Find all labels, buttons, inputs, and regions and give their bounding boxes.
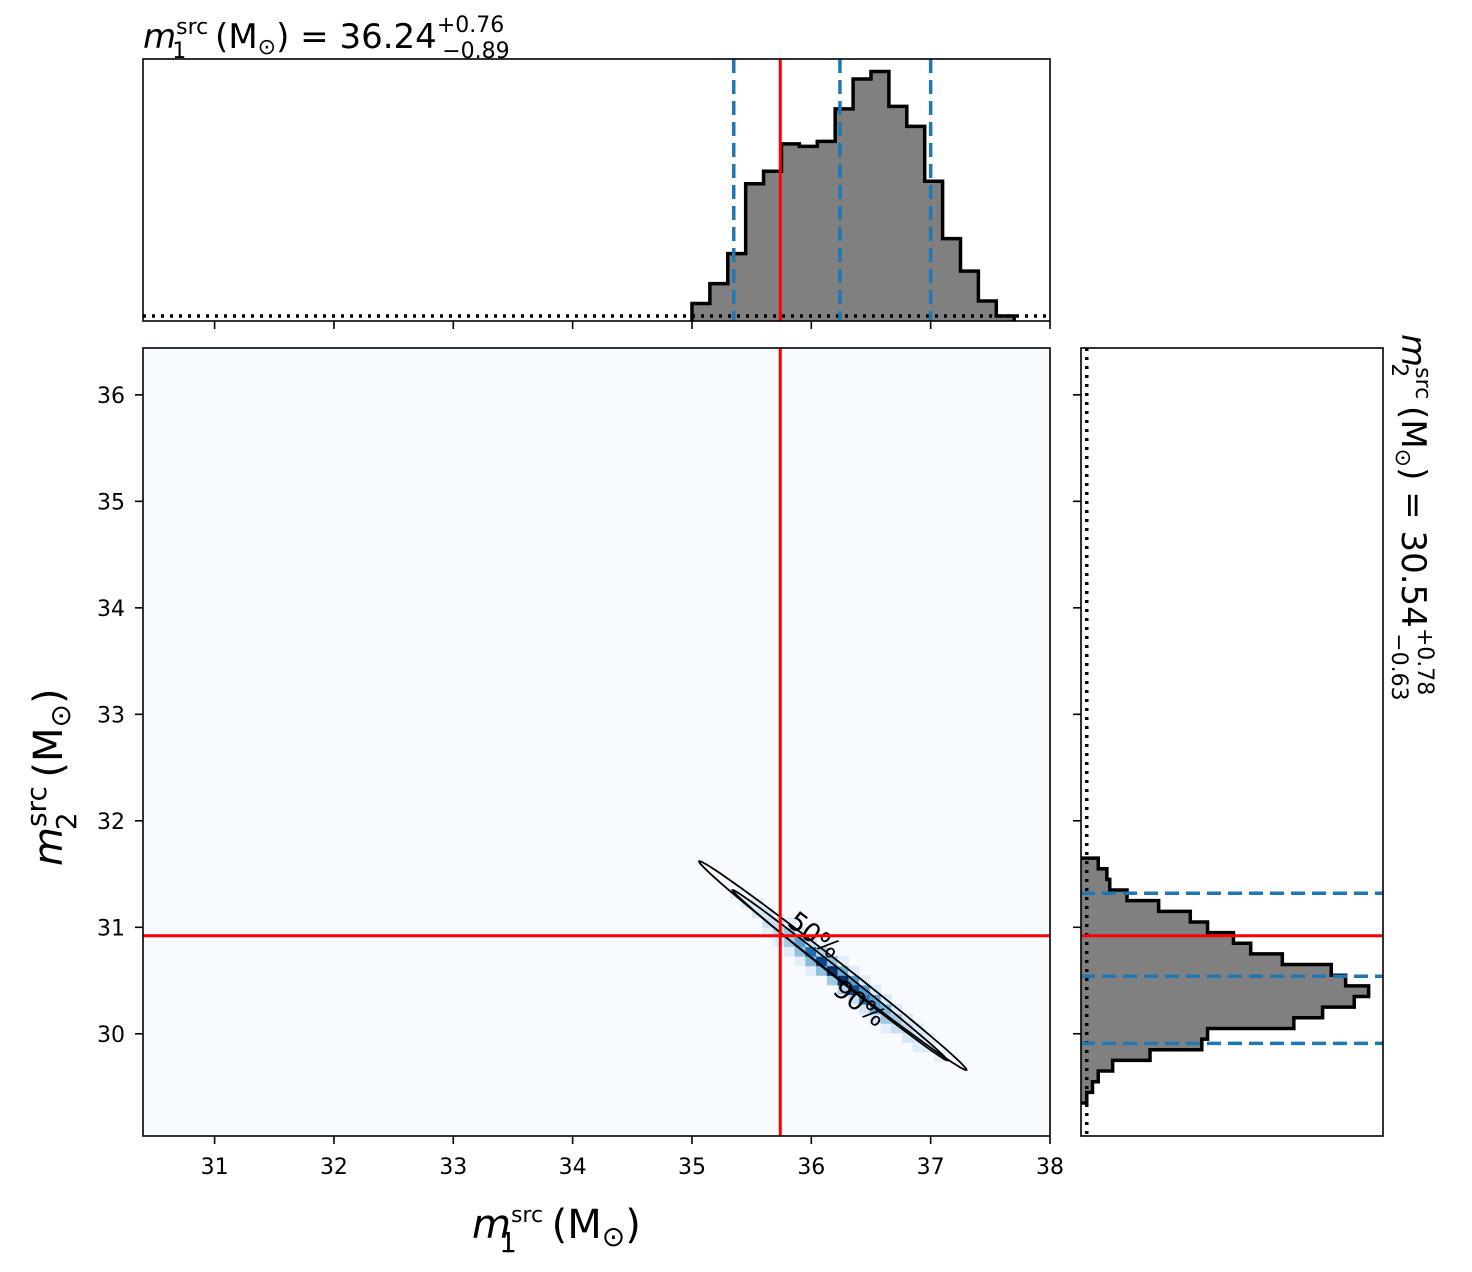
density-cell [880,1023,892,1034]
joint-panel-frame [142,347,1051,1137]
y-tick-label: 36 [97,384,125,409]
x-axis-title: msrc 1 (M⊙) [472,1202,641,1259]
x-tick-label: 34 [559,1155,587,1180]
x-tick-label: 33 [439,1155,467,1180]
density-cell [902,1023,914,1034]
density-cell [837,975,849,986]
density-cell [902,1032,914,1043]
density-cell [794,936,806,948]
density-cell [869,1013,882,1024]
density-cell [826,975,839,986]
density-cell [912,1042,925,1053]
density-cell [816,956,828,967]
y-tick-label: 30 [97,1023,125,1048]
y-tick-label: 35 [97,490,125,515]
density-cell [912,1023,925,1034]
m2-marginal-frame [1080,347,1384,1137]
density-cell [762,927,774,938]
m1-marginal-panel: msrc 1 (M⊙) = 36.24+0.76 −0.89 [142,13,1051,329]
density-cell [805,965,817,976]
density-cell [869,994,882,1005]
density-cell [751,898,763,909]
density-cell [783,927,796,938]
m1-histogram-outline [690,69,1016,321]
y-axis-title: msrc2 (M⊙) [20,688,83,866]
m2-marginal-panel: msrc2 (M⊙) = 30.54+0.78−0.63 [1073,334,1437,1137]
y-tick-label: 34 [97,597,125,622]
density-cell [816,965,828,976]
density-cell [816,946,828,957]
m1-marginal-frame [142,58,1051,322]
density-cell [891,1023,903,1034]
joint-background [143,348,1050,1136]
m1-marginal-title: msrc 1 (M⊙) = 36.24+0.76 −0.89 [143,13,510,64]
contour-90 [698,860,968,1071]
density-cell [805,956,817,967]
y-tick-label: 31 [97,916,125,941]
density-cell [783,936,796,948]
x-tick-label: 36 [797,1155,825,1180]
y-tick-label: 33 [97,703,125,728]
m2-histogram-outline [1081,856,1371,1105]
m2-marginal-title: msrc2 (M⊙) = 30.54+0.78−0.63 [1386,334,1437,701]
density-cell [794,946,806,957]
density-cell [880,1003,892,1015]
x-tick-label: 35 [678,1155,706,1180]
density-cell [837,984,849,995]
density-cell [848,994,860,1005]
density-cell [859,975,871,986]
density-cell [891,1013,903,1024]
density-cell [805,936,817,948]
x-tick-label: 32 [320,1155,348,1180]
x-tick-label: 31 [201,1155,229,1180]
density-cell [826,965,839,976]
density-cell [902,1013,914,1024]
x-tick-label: 37 [917,1155,945,1180]
density-cell [880,1013,892,1024]
density-cell [837,956,849,967]
density-cell [826,956,839,967]
m1-histogram-fill [691,71,1015,321]
density-cell [783,946,796,957]
density-cell [848,965,860,976]
density-cell [923,1032,935,1043]
y-tick-label: 32 [97,810,125,835]
density-cell [837,965,849,976]
density-cell [794,956,806,967]
density-cell [805,946,817,957]
x-tick-label: 38 [1036,1155,1064,1180]
density-cell [783,917,796,928]
density-cell [859,1003,871,1015]
